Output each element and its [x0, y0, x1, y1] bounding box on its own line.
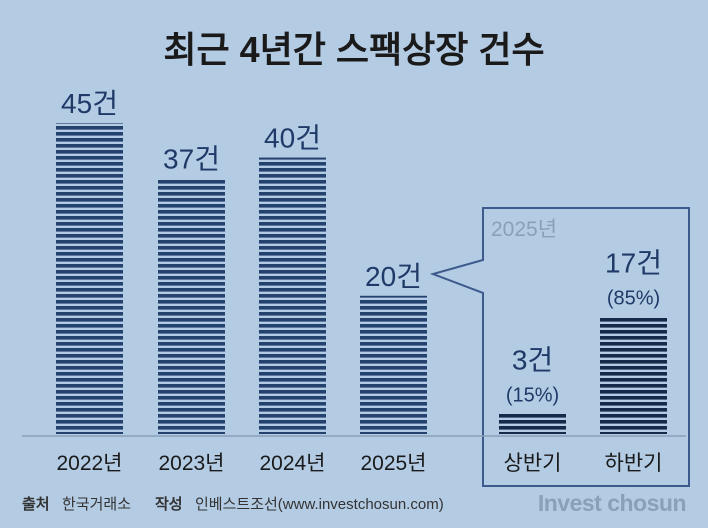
value-label: 37건	[163, 143, 220, 174]
chart-title: 최근 4년간 스팩상장 건수	[163, 29, 544, 70]
author-label: 작성	[155, 495, 183, 513]
callout-title: 2025년	[491, 218, 557, 241]
category-label: 2024년	[259, 452, 325, 475]
category-label: 2023년	[158, 452, 224, 475]
value-label: 20건	[365, 261, 422, 292]
source-value: 한국거래소	[62, 496, 131, 513]
author-value: 인베스트조선(www.investchosun.com)	[195, 496, 444, 513]
bar-2023년	[158, 178, 225, 434]
labels: 45건 2022년 37건 2023년 40건 2024년 20건 2025년 (15%) 3건상…	[56, 88, 662, 475]
value-label: 3건	[512, 344, 553, 375]
source-label: 출처	[22, 496, 50, 513]
bar-2022년	[56, 123, 123, 434]
category-label: 하반기	[605, 452, 663, 475]
bar-2025년	[360, 295, 427, 434]
category-label: 2025년	[360, 452, 426, 475]
category-label: 상반기	[504, 452, 562, 475]
breakdown-bar-하반기	[600, 316, 667, 434]
callout-box	[429, 207, 690, 487]
percent-label: (85%)	[607, 288, 660, 310]
bars	[56, 123, 667, 435]
breakdown-bar-상반기	[499, 413, 566, 434]
value-label: 17건	[605, 248, 662, 279]
percent-label: (15%)	[506, 384, 559, 406]
category-label: 2022년	[56, 452, 122, 475]
value-label: 40건	[264, 123, 321, 154]
brand-logo: Invest chosun	[538, 490, 686, 516]
value-label: 45건	[61, 88, 118, 119]
bar-2024년	[259, 157, 326, 435]
